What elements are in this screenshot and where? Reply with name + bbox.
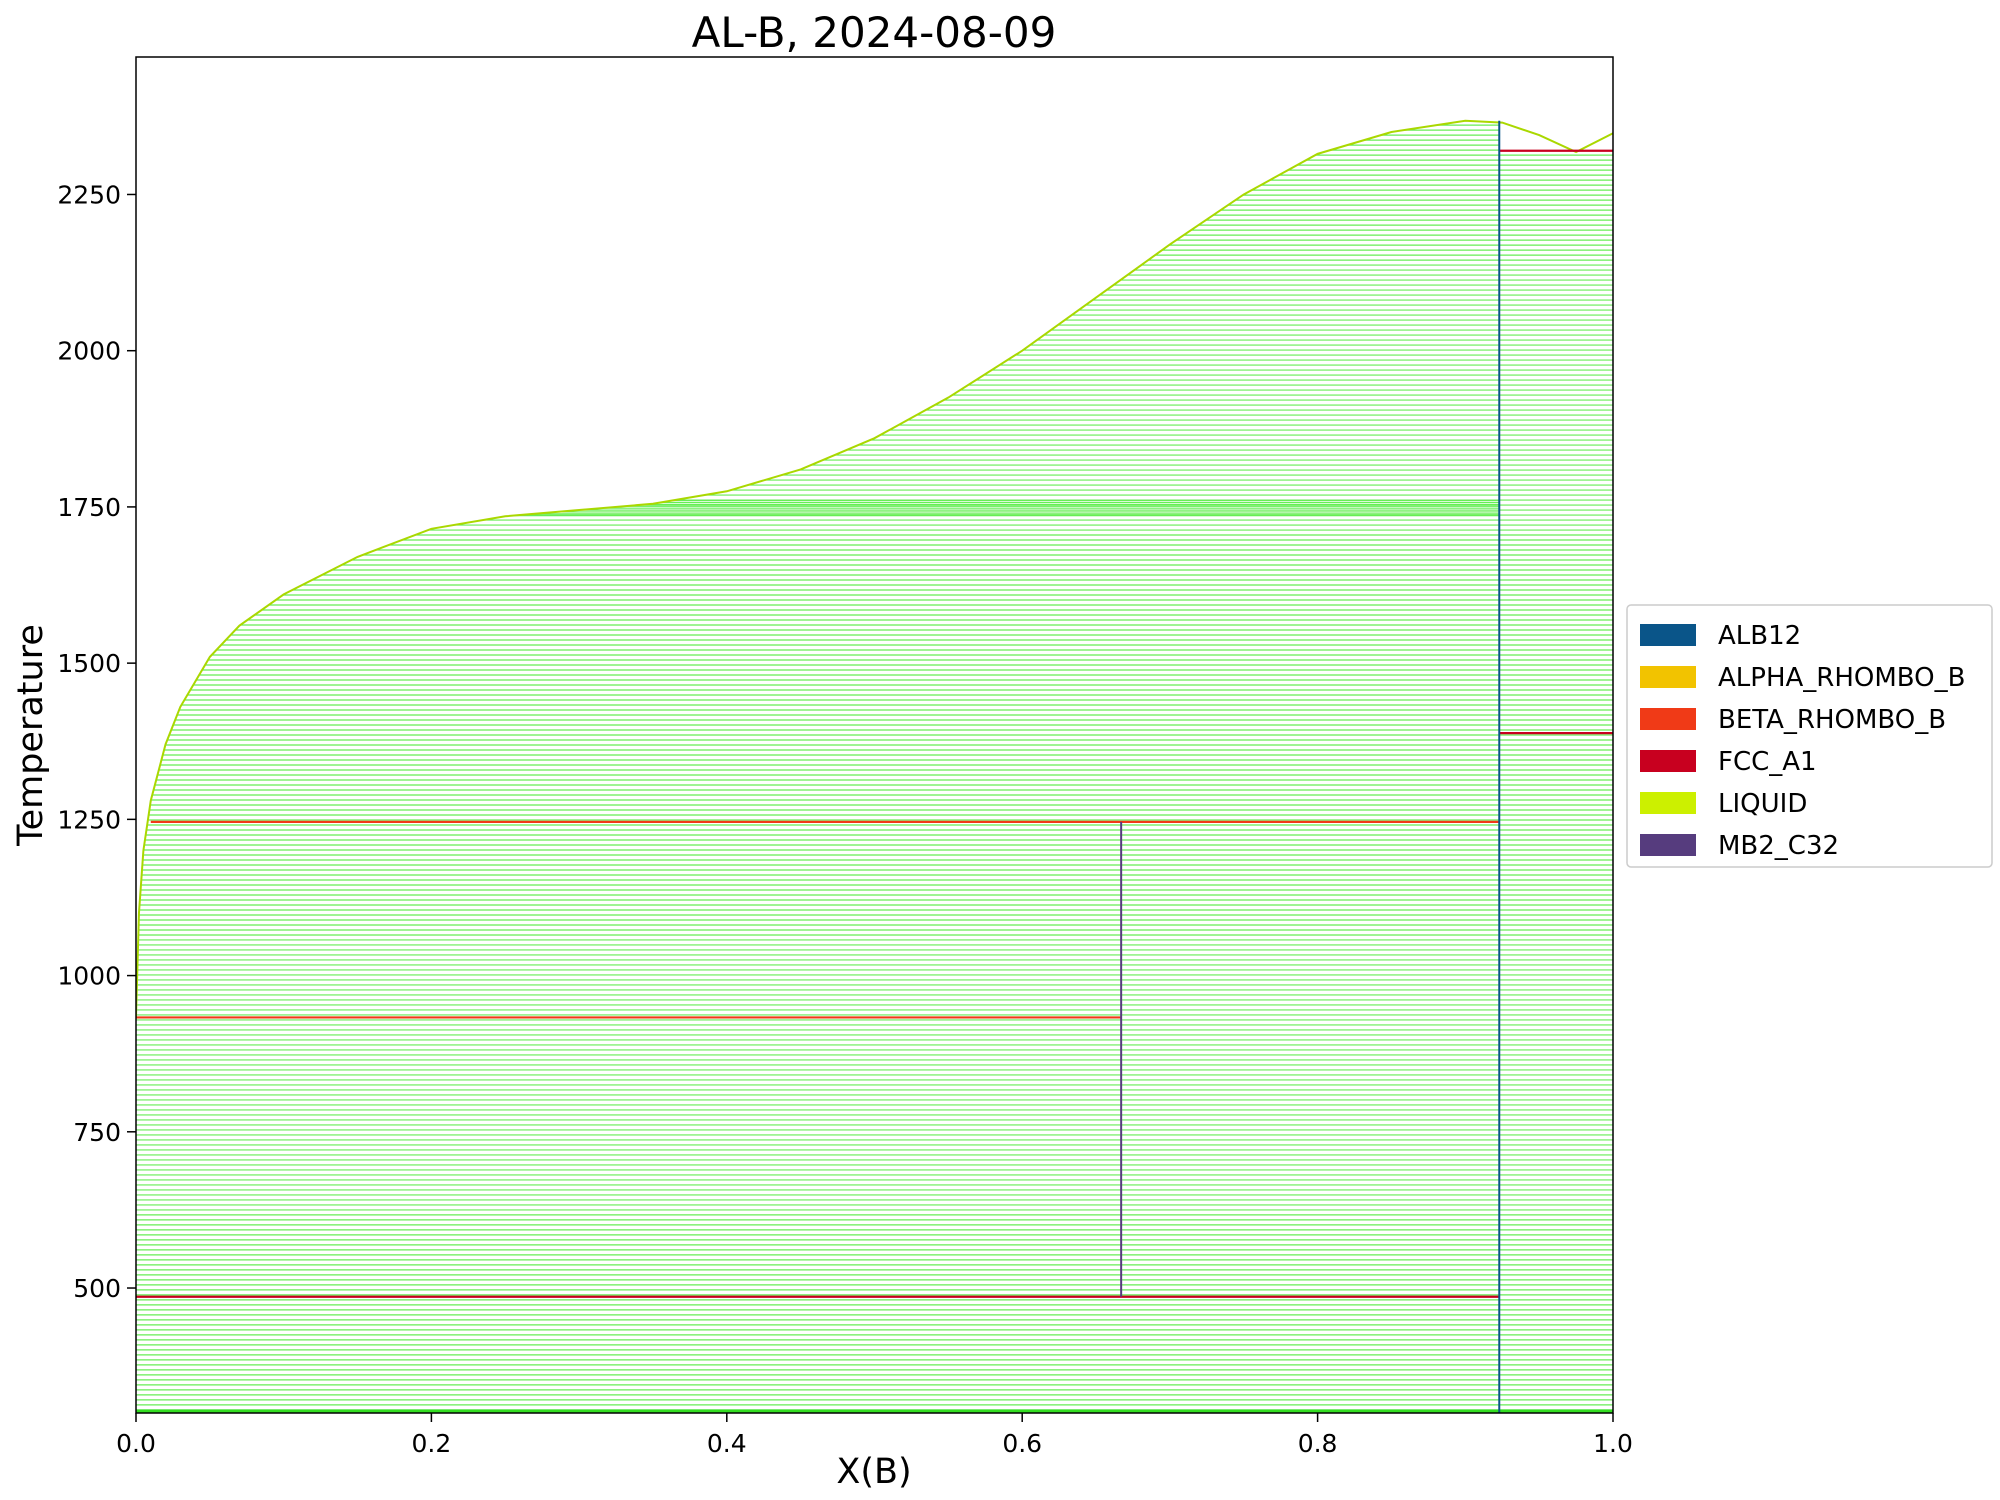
legend-swatch: [1640, 666, 1696, 688]
y-tick-label: 1000: [57, 962, 121, 991]
x-tick-label: 0.4: [707, 1429, 747, 1458]
legend-swatch: [1640, 624, 1696, 646]
plot-frame: [135, 56, 1614, 1414]
y-tick-label: 2250: [57, 180, 121, 209]
legend-label: BETA_RHOMBO_B: [1718, 705, 1946, 735]
legend-swatch: [1640, 834, 1696, 856]
legend-swatch: [1640, 792, 1696, 814]
x-tick-label: 0.2: [412, 1429, 452, 1458]
y-tick-label: 1750: [57, 493, 121, 522]
legend-swatch: [1640, 750, 1696, 772]
y-tick-label: 750: [73, 1118, 121, 1147]
axis-layer: 0.0 0.2 0.4 0.6 0.8 1.0 500 750 1000 1250 1500 1750…: [57, 180, 1633, 1458]
x-axis-label: X(B): [836, 1452, 911, 1492]
legend-label: MB2_C32: [1718, 831, 1839, 861]
legend: ALB12 ALPHA_RHOMBO_B BETA_RHOMBO_B FCC_A1 LI…: [1626, 604, 1993, 868]
y-tick-label: 500: [73, 1274, 121, 1303]
y-tick-label: 2000: [57, 337, 121, 366]
legend-label: LIQUID: [1718, 789, 1807, 819]
phase-boundary-layer: [136, 119, 1613, 1413]
tieline-layer: [136, 124, 1613, 1413]
legend-label: ALPHA_RHOMBO_B: [1718, 663, 1965, 693]
y-tick-label: 1250: [57, 805, 121, 834]
x-tick-label: 1.0: [1593, 1429, 1633, 1458]
x-tick-label: 0.0: [116, 1429, 156, 1458]
legend-label: FCC_A1: [1718, 747, 1817, 777]
liquidus-line: [136, 119, 1613, 1018]
x-tick-label: 0.6: [1002, 1429, 1042, 1458]
legend-frame: [1626, 604, 1993, 868]
x-tick-label: 0.8: [1298, 1429, 1338, 1458]
y-axis-label: Temperature: [11, 624, 51, 847]
legend-label: ALB12: [1718, 621, 1801, 651]
legend-swatch: [1640, 708, 1696, 730]
chart-title: AL-B, 2024-08-09: [692, 8, 1057, 57]
y-tick-label: 1500: [57, 649, 121, 678]
